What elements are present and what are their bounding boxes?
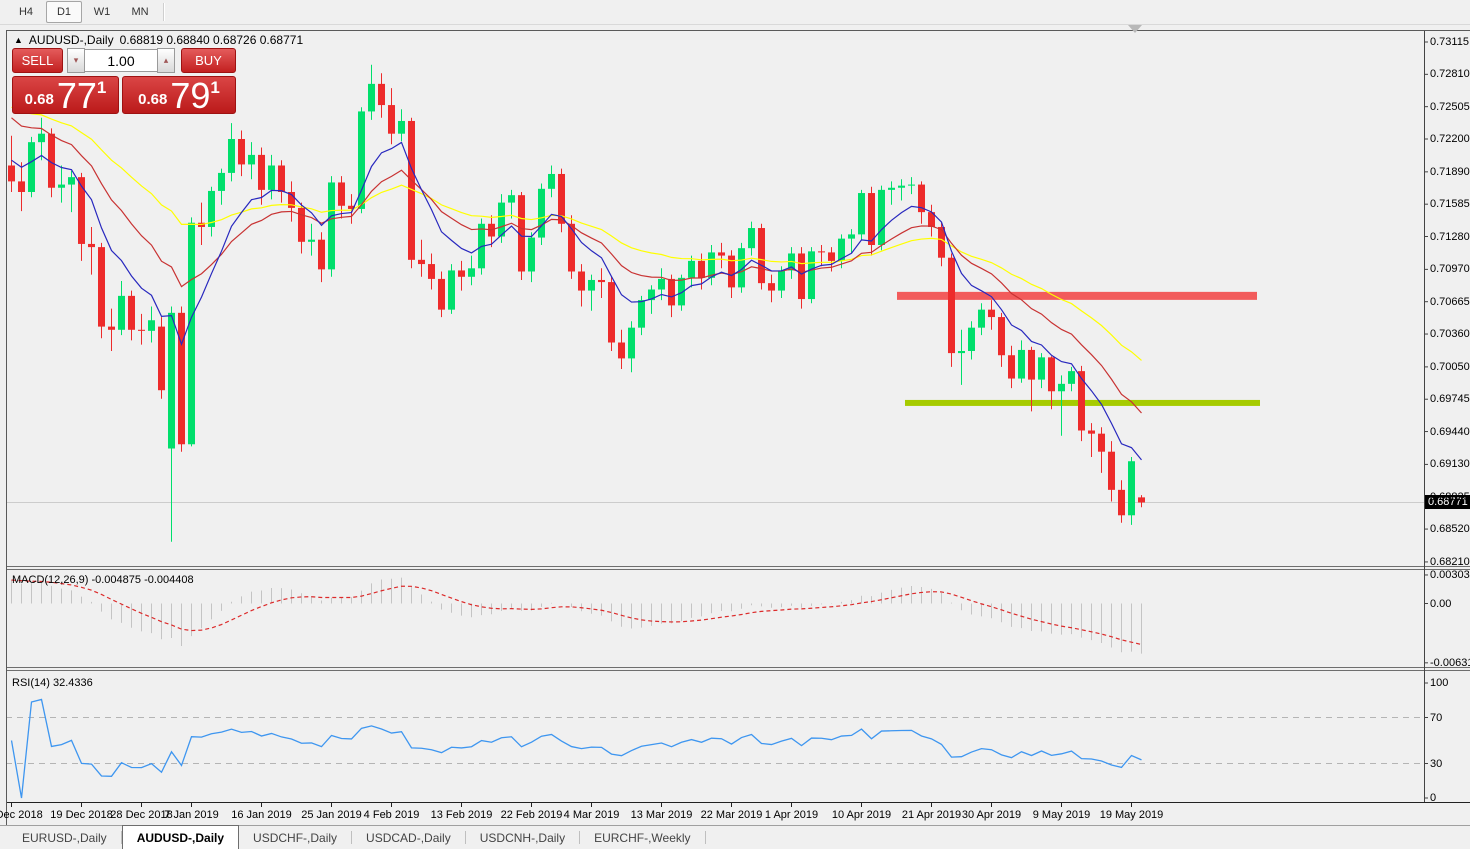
macd-tick: 0.003035 (1430, 568, 1470, 581)
price-tick: 0.71280 (1430, 230, 1470, 243)
price-tick: 0.68210 (1430, 555, 1470, 568)
date-tick: 13 Feb 2019 (430, 809, 493, 821)
price-tick: 0.73115 (1430, 36, 1469, 48)
sell-price-small: 0.68 (24, 91, 54, 108)
timeframe-button-mn[interactable]: MN (131, 6, 149, 18)
date-tick: 21 Apr 2019 (901, 809, 962, 821)
price-tick: 0.72200 (1430, 132, 1470, 145)
tab-usdcad-daily[interactable]: USDCAD-,Daily (366, 830, 451, 845)
macd-tick: 0.00 (1430, 597, 1452, 610)
symbol-title: AUDUSD-,Daily (28, 33, 114, 47)
sell-price-pip: 1 (96, 78, 107, 97)
date-tick: 4 Feb 2019 (363, 809, 420, 821)
rsi-tick: 100 (1430, 677, 1449, 689)
price-tick: 0.68520 (1430, 523, 1470, 536)
current-price-tag: 0.68771 (1425, 495, 1470, 510)
date-tick: 13 Mar 2019 (630, 809, 693, 821)
chart-shift-marker-icon[interactable] (1128, 25, 1142, 33)
date-tick: 30 Apr 2019 (961, 809, 1022, 821)
tab-separator (351, 831, 353, 844)
price-tick: 0.69440 (1430, 425, 1470, 438)
date-tick: 10 Apr 2019 (831, 809, 892, 821)
tab-separator (464, 831, 466, 844)
sell-price-panel[interactable]: 0.68 77 1 (12, 76, 119, 114)
date-tick: 4 Mar 2019 (563, 809, 620, 821)
date-tick: 22 Feb 2019 (500, 809, 563, 821)
date-tick: 1 Apr 2019 (764, 809, 819, 821)
tab-usdcnh-daily[interactable]: USDCNH-,Daily (479, 830, 566, 845)
symbol-tab-bar: EURUSD-,Daily AUDUSD-,Daily USDCHF-,Daily U… (0, 825, 1470, 849)
macd-label: MACD(12,26,9) -0.004875 -0.004408 (12, 574, 194, 586)
tab-eurchf-weekly[interactable]: EURCHF-,Weekly (594, 830, 691, 845)
timeframe-button-d1[interactable]: D1 (46, 1, 82, 23)
timeframe-button-w1[interactable]: W1 (93, 6, 111, 18)
date-tick: 19 Dec 2018 (50, 809, 113, 821)
rsi-tick: 0 (1430, 792, 1437, 804)
timeframe-button-h4[interactable]: H4 (18, 6, 34, 18)
date-tick: 10 Dec 2018 (0, 809, 43, 821)
buy-price-pip: 1 (210, 78, 220, 97)
price-tick: 0.70665 (1430, 295, 1470, 308)
price-tick: 0.70970 (1430, 263, 1470, 276)
lot-stepper: ▾ 1.00 ▴ (67, 48, 175, 73)
date-tick: 19 May 2019 (1099, 809, 1164, 821)
rsi-tick: 30 (1430, 757, 1443, 770)
price-tick: 0.71890 (1430, 165, 1470, 178)
rsi-tick: 70 (1430, 711, 1443, 724)
price-tick: 0.70360 (1430, 328, 1470, 341)
chart-title: ▲ AUDUSD-,Daily 0.68819 0.68840 0.68726 … (14, 33, 303, 47)
lot-increase-button[interactable]: ▴ (157, 48, 175, 73)
buy-button[interactable]: BUY (181, 48, 236, 73)
buy-price-small: 0.68 (138, 91, 168, 108)
price-tick: 0.69745 (1430, 393, 1470, 406)
date-tick: 9 May 2019 (1032, 809, 1091, 821)
lot-size-input[interactable]: 1.00 (85, 49, 157, 72)
ohlc-readout: 0.68819 0.68840 0.68726 0.68771 (119, 33, 304, 47)
date-tick: 16 Jan 2019 (231, 809, 292, 821)
buy-price-big: 79 (170, 75, 211, 116)
date-tick: 28 Dec 2018 (110, 809, 173, 821)
chart-window (6, 30, 1470, 849)
price-tick: 0.71585 (1430, 198, 1470, 211)
macd-tick: -0.006311 (1430, 656, 1470, 669)
one-click-trading-widget: SELL ▾ 1.00 ▴ BUY 0.68 77 1 0.68 79 1 (12, 48, 238, 114)
sell-button[interactable]: SELL (12, 48, 63, 73)
lot-decrease-button[interactable]: ▾ (67, 48, 85, 73)
price-tick: 0.72810 (1430, 68, 1470, 81)
tab-separator (120, 831, 122, 844)
tab-usdchf-daily[interactable]: USDCHF-,Daily (253, 830, 338, 845)
tab-separator (579, 831, 581, 844)
rsi-label: RSI(14) 32.4336 (12, 677, 93, 689)
toolbar-separator (163, 3, 165, 21)
timeframe-toolbar: H4 D1 W1 MN (0, 0, 1470, 25)
price-tick: 0.70050 (1430, 360, 1470, 373)
date-tick: 22 Mar 2019 (700, 809, 763, 821)
price-tick: 0.72505 (1430, 100, 1470, 113)
tab-eurusd-daily[interactable]: EURUSD-,Daily (22, 830, 107, 845)
tab-audusd-daily[interactable]: AUDUSD-,Daily (121, 825, 240, 849)
collapse-arrow-icon[interactable]: ▲ (14, 35, 23, 45)
price-tick: 0.68825 (1430, 490, 1470, 503)
sell-price-big: 77 (56, 75, 97, 116)
date-tick: 25 Jan 2019 (301, 809, 362, 821)
tab-separator (704, 831, 706, 844)
buy-price-panel[interactable]: 0.68 79 1 (122, 76, 236, 114)
date-tick: 7 Jan 2019 (164, 809, 219, 821)
price-tick: 0.69130 (1430, 458, 1470, 471)
